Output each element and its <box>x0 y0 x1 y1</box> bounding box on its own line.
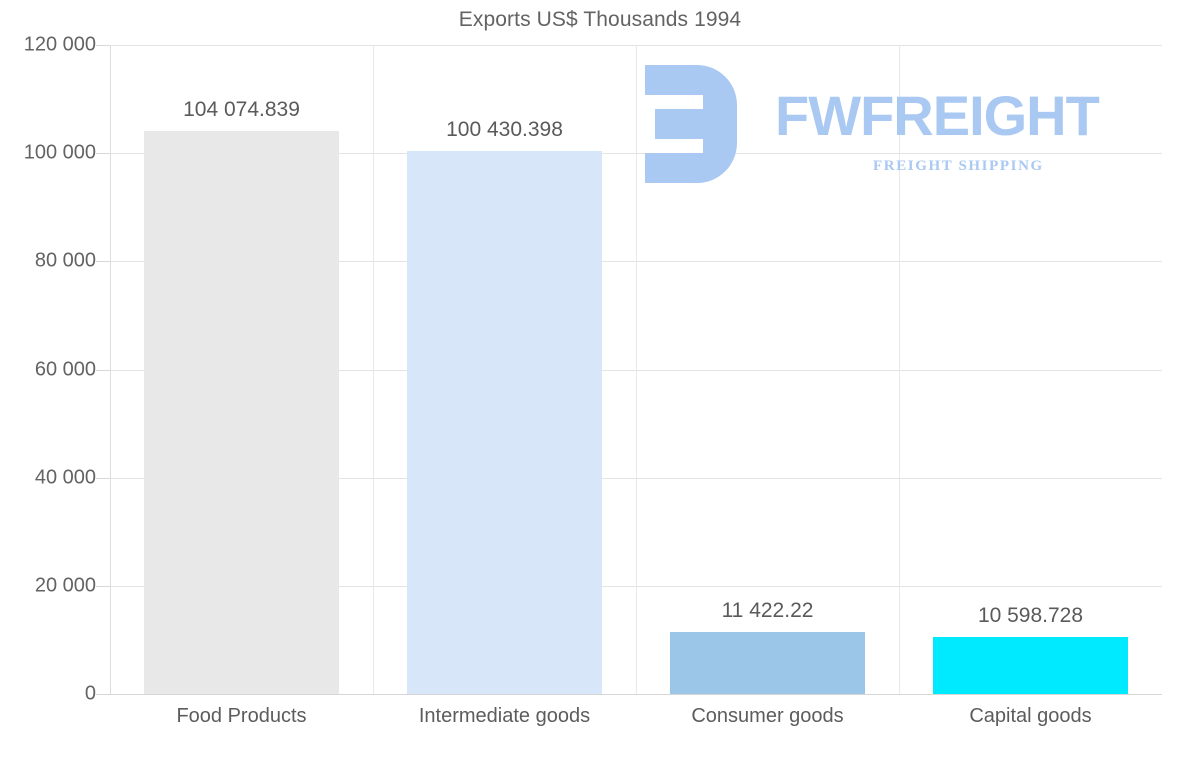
gridline <box>110 694 1162 695</box>
y-axis-tick-mark <box>96 477 110 479</box>
y-axis-tick-label: 120 000 <box>23 33 96 56</box>
y-axis-tick-label: 80 000 <box>34 249 96 272</box>
category-separator <box>636 45 637 694</box>
y-axis-tick-label: 0 <box>84 682 96 705</box>
bar[interactable] <box>407 150 602 694</box>
category-separator <box>899 45 900 694</box>
bar-value-label: 104 074.839 <box>183 98 300 122</box>
bar-value-label: 100 430.398 <box>446 117 563 141</box>
y-axis-tick-mark <box>96 153 110 155</box>
plot-area <box>110 45 1162 695</box>
category-separator <box>373 45 374 694</box>
y-axis-tick-label: 40 000 <box>34 466 96 489</box>
bar-value-label: 11 422.22 <box>721 599 814 623</box>
y-axis-tick-label: 20 000 <box>34 574 96 597</box>
bar-value-label: 10 598.728 <box>977 603 1084 627</box>
y-axis-tick-label: 100 000 <box>23 141 96 164</box>
y-axis-tick-label: 60 000 <box>34 358 96 380</box>
x-axis-tick-label: Intermediate goods <box>418 705 591 727</box>
y-axis-tick-mark <box>96 369 110 371</box>
bar[interactable] <box>933 636 1128 694</box>
x-axis-tick-label: Capital goods <box>969 705 1092 727</box>
y-axis-tick-mark <box>96 694 110 695</box>
x-axis-tick-label: Consumer goods <box>691 705 844 727</box>
x-axis-tick-label: Food Products <box>176 705 307 727</box>
y-axis-tick-mark <box>96 585 110 587</box>
y-axis-tick-mark <box>96 261 110 263</box>
bar[interactable] <box>144 131 339 694</box>
y-axis-tick-mark <box>96 45 110 46</box>
bar[interactable] <box>670 632 865 694</box>
chart-title: Exports US$ Thousands 1994 <box>458 8 742 31</box>
